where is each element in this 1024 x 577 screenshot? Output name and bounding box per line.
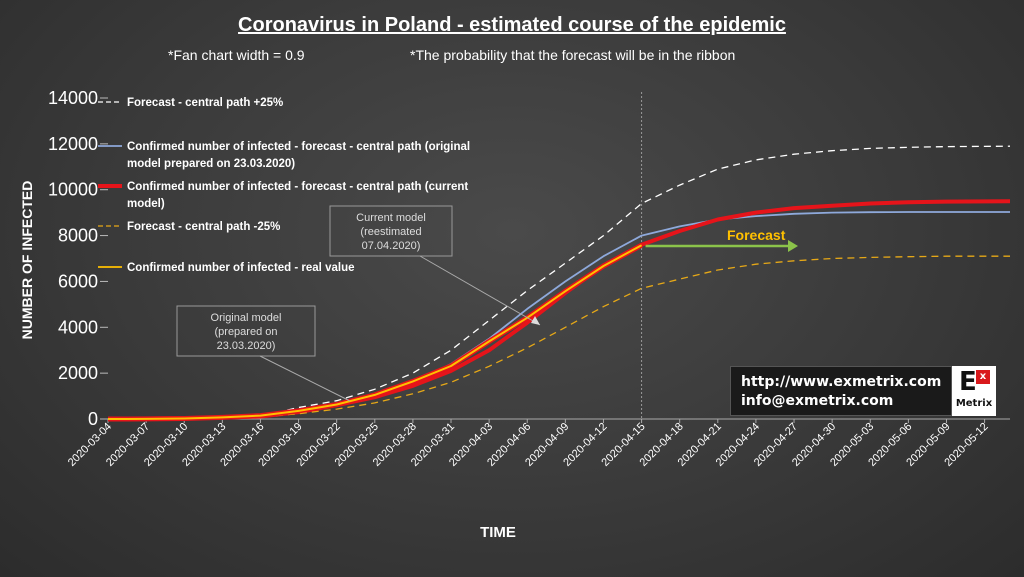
- legend-label-3: model): [127, 198, 165, 210]
- website-link[interactable]: http://www.exmetrix.com: [741, 374, 942, 390]
- legend-label-2: Confirmed number of infected - forecast …: [127, 141, 470, 153]
- legend-label-3: Confirmed number of infected - forecast …: [127, 181, 468, 193]
- y-tick-label: 6000: [58, 271, 98, 291]
- original-model-note-text: Original model: [211, 312, 282, 324]
- y-tick-label: 10000: [48, 180, 98, 200]
- legend: Forecast - central path +25% Confirmed nu…: [98, 97, 470, 274]
- x-axis: 2020-03-042020-03-072020-03-102020-03-13…: [66, 419, 991, 469]
- exmetrix-logo: E x Metrix: [952, 366, 996, 416]
- ribbon-probability-note: *The probability that the forecast will …: [410, 47, 736, 63]
- annotations: Original model (prepared on 23.03.2020) Cur…: [176, 205, 798, 402]
- y-tick-label: 0: [88, 409, 98, 429]
- chart-title: Coronavirus in Poland - estimated course…: [238, 14, 786, 36]
- series-lines: [107, 145, 1011, 422]
- original-model-pointer: [259, 355, 351, 402]
- fan-chart-note: *Fan chart width = 0.9: [168, 47, 305, 63]
- original-model-note-box: [176, 305, 316, 357]
- x-axis-label: TIME: [480, 524, 516, 541]
- forecast-arrow-head: [788, 240, 798, 252]
- current-model-note-text: Current model: [356, 212, 426, 224]
- logo-word: Metrix: [955, 398, 993, 409]
- current-model-note-text: (reestimated: [360, 226, 421, 238]
- original-model-note-text: (prepared on: [215, 326, 278, 338]
- logo-sup: x: [976, 370, 990, 384]
- y-tick-label: 12000: [48, 134, 98, 154]
- y-tick-label: 4000: [58, 317, 98, 337]
- current-model-pointer: [419, 255, 541, 326]
- current-model-note-box: [329, 205, 453, 257]
- y-tick-label: 8000: [58, 226, 98, 246]
- y-axis: 0 2000 4000 6000 8000 10000 12000 14000: [48, 88, 1010, 429]
- y-tick-label: 2000: [58, 363, 98, 383]
- y-axis-label: NUMBER OF INFECTED: [19, 181, 35, 340]
- contact-box: http://www.exmetrix.com info@exmetrix.co…: [730, 366, 952, 416]
- legend-label-1: Forecast - central path +25%: [127, 97, 283, 109]
- forecast-label: Forecast: [727, 227, 786, 243]
- series-line-1: [107, 145, 1011, 420]
- series-line-4: [107, 255, 1010, 420]
- legend-label-4: Forecast - central path -25%: [127, 221, 280, 233]
- current-model-arrowhead: [531, 316, 540, 325]
- legend-label-5: Confirmed number of infected - real valu…: [127, 262, 354, 274]
- logo-letter: E: [959, 367, 977, 397]
- real-value-line: [107, 244, 643, 420]
- current-model-note-text: 07.04.2020): [362, 240, 421, 252]
- y-tick-label: 14000: [48, 88, 98, 108]
- legend-label-2: model prepared on 23.03.2020): [127, 158, 295, 170]
- email-link[interactable]: info@exmetrix.com: [741, 393, 894, 409]
- original-model-note-text: 23.03.2020): [217, 340, 276, 352]
